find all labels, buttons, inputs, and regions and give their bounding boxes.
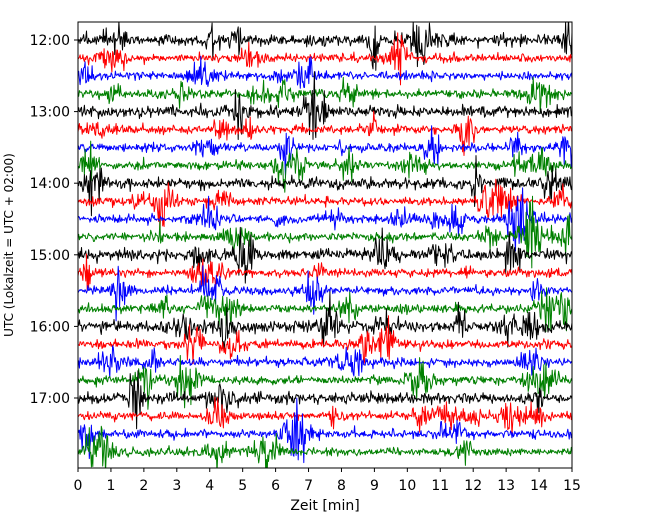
trace-row <box>78 397 572 464</box>
y-axis-label: UTC (Lokalzeit = UTC + 02:00) <box>2 153 16 337</box>
trace-row <box>78 345 572 379</box>
x-tick-label: 2 <box>139 478 148 494</box>
trace-row <box>78 370 572 430</box>
x-tick-label: 8 <box>337 478 346 494</box>
y-tick-label: 12:00 <box>30 33 70 49</box>
trace-row <box>78 195 572 269</box>
x-tick-label: 6 <box>271 478 280 494</box>
trace-row <box>78 22 572 71</box>
trace-row <box>78 425 572 468</box>
trace-row <box>78 110 572 156</box>
x-tick-label: 3 <box>172 478 181 494</box>
trace-row <box>78 178 572 232</box>
trace-row <box>78 187 572 252</box>
x-tick-label: 7 <box>304 478 313 494</box>
x-tick-label: 11 <box>431 478 449 494</box>
trace-row <box>78 315 572 366</box>
trace-row <box>78 355 572 410</box>
trace-row <box>78 155 572 217</box>
x-tick-label: 15 <box>563 478 581 494</box>
trace-row <box>78 32 572 86</box>
trace-row <box>78 125 572 179</box>
x-tick-label: 5 <box>238 478 247 494</box>
x-tick-label: 9 <box>370 478 379 494</box>
trace-row <box>78 140 572 193</box>
trace-row <box>78 287 572 333</box>
x-axis-label: Zeit [min] <box>290 498 359 514</box>
trace-row <box>78 76 572 114</box>
y-tick-label: 14:00 <box>30 176 70 192</box>
y-tick-label: 15:00 <box>30 248 70 264</box>
plot-frame <box>77 21 573 469</box>
x-tick-label: 10 <box>398 478 416 494</box>
trace-row <box>78 226 572 284</box>
seismic-traces <box>78 22 572 468</box>
trace-row <box>78 55 572 89</box>
x-tick-label: 1 <box>106 478 115 494</box>
y-axis: 12:00 13:00 14:00 15:00 16:00 17:00 <box>30 33 78 407</box>
y-tick-label: 16:00 <box>30 319 70 335</box>
trace-row <box>78 291 572 351</box>
x-tick-label: 12 <box>464 478 482 494</box>
trace-row <box>78 396 572 435</box>
trace-row <box>78 71 572 140</box>
x-tick-label: 0 <box>74 478 83 494</box>
x-tick-label: 14 <box>530 478 548 494</box>
trace-row <box>78 253 572 292</box>
trace-row <box>78 265 572 322</box>
y-tick-label: 13:00 <box>30 105 70 121</box>
y-tick-label: 17:00 <box>30 391 70 407</box>
x-axis: 0 1 2 3 4 5 6 7 8 9 10 11 12 13 14 15 <box>74 468 581 494</box>
x-tick-label: 4 <box>205 478 214 494</box>
x-tick-label: 13 <box>497 478 515 494</box>
